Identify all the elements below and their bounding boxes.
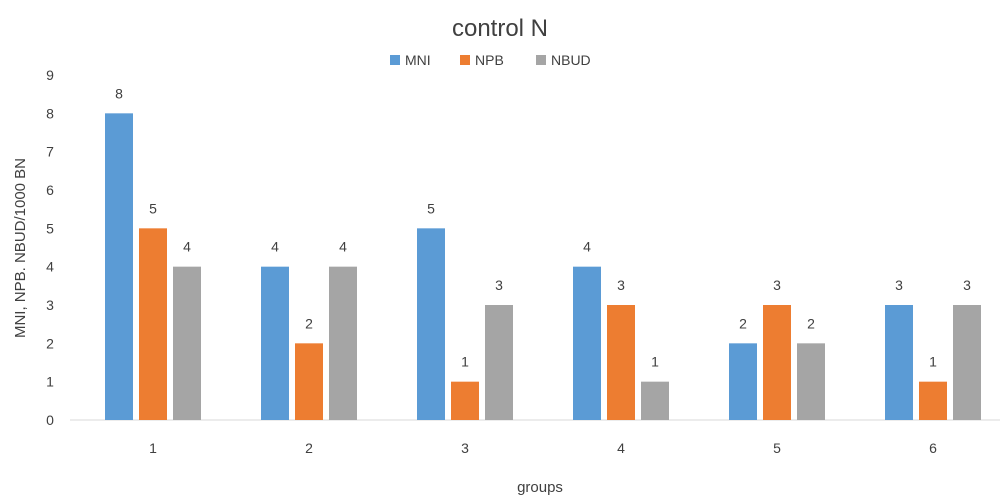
data-label: 3 <box>963 277 971 293</box>
bar-mni-group-6 <box>885 305 913 420</box>
legend-label-mni: MNI <box>405 52 431 68</box>
bar-mni-group-5 <box>729 343 757 420</box>
data-label: 2 <box>739 315 747 331</box>
bar-mni-group-4 <box>573 266 601 420</box>
bar-mni-group-1 <box>105 113 133 420</box>
data-label: 3 <box>773 277 781 293</box>
data-label: 5 <box>149 200 157 216</box>
y-tick-label: 6 <box>46 182 54 198</box>
data-label: 4 <box>339 239 347 255</box>
legend: MNI NPB NBUD <box>390 52 591 68</box>
x-axis: 1 2 3 4 5 6 <box>70 419 1000 456</box>
data-label: 2 <box>305 315 313 331</box>
bar-nbud-group-5 <box>797 343 825 420</box>
data-label: 1 <box>929 354 937 370</box>
bar-npb-group-5 <box>763 305 791 420</box>
y-tick-label: 1 <box>46 374 54 390</box>
legend-label-nbud: NBUD <box>551 52 591 68</box>
legend-swatch-nbud <box>536 55 546 65</box>
y-tick-label: 8 <box>46 105 54 121</box>
y-axis: 0 1 2 3 4 5 6 7 8 9 <box>46 67 54 428</box>
x-tick-label: 6 <box>929 440 937 456</box>
data-label: 3 <box>495 277 503 293</box>
bar-npb-group-2 <box>295 343 323 420</box>
y-tick-label: 5 <box>46 220 54 236</box>
y-tick-label: 7 <box>46 144 54 160</box>
x-tick-label: 3 <box>461 440 469 456</box>
data-label: 2 <box>807 315 815 331</box>
bar-npb-group-6 <box>919 381 947 420</box>
legend-swatch-mni <box>390 55 400 65</box>
bar-nbud-group-3 <box>485 305 513 420</box>
legend-label-npb: NPB <box>475 52 504 68</box>
bar-nbud-group-4 <box>641 381 669 420</box>
x-axis-label: groups <box>517 479 563 496</box>
x-tick-label: 1 <box>149 440 157 456</box>
data-label: 3 <box>617 277 625 293</box>
chart-title: control N <box>452 15 548 42</box>
x-tick-label: 5 <box>773 440 781 456</box>
legend-swatch-npb <box>460 55 470 65</box>
bar-npb-group-1 <box>139 228 167 420</box>
data-label: 3 <box>895 277 903 293</box>
data-labels-group: 8 5 4 4 2 4 5 1 3 4 3 1 2 3 2 3 1 3 <box>115 85 971 369</box>
bar-nbud-group-6 <box>953 305 981 420</box>
bar-nbud-group-2 <box>329 266 357 420</box>
bar-npb-group-3 <box>451 381 479 420</box>
data-label: 4 <box>271 239 279 255</box>
data-label: 1 <box>651 354 659 370</box>
y-axis-label: MNI, NPB. NBUD/1000 BN <box>12 158 29 338</box>
data-label: 5 <box>427 200 435 216</box>
x-tick-label: 4 <box>617 440 625 456</box>
bar-mni-group-3 <box>417 228 445 420</box>
y-tick-label: 2 <box>46 335 54 351</box>
bar-nbud-group-1 <box>173 266 201 420</box>
bar-npb-group-4 <box>607 305 635 420</box>
y-tick-label: 9 <box>46 67 54 83</box>
data-label: 4 <box>183 239 191 255</box>
y-tick-label: 3 <box>46 297 54 313</box>
y-tick-label: 4 <box>46 259 54 275</box>
x-tick-label: 2 <box>305 440 313 456</box>
y-tick-label: 0 <box>46 412 54 428</box>
data-label: 4 <box>583 239 591 255</box>
bars-group <box>105 113 981 420</box>
data-label: 1 <box>461 354 469 370</box>
bar-mni-group-2 <box>261 266 289 420</box>
data-label: 8 <box>115 85 123 101</box>
